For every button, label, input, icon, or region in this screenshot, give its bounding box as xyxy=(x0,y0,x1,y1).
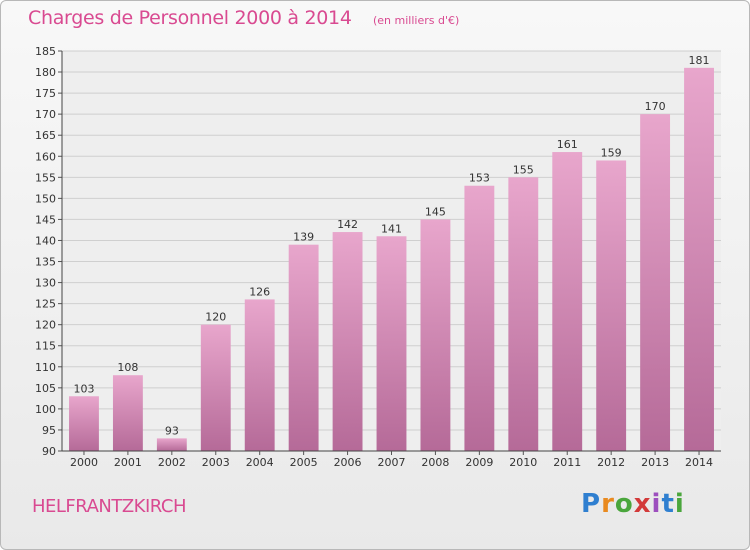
chart-subtitle: (en milliers d'€) xyxy=(373,14,460,27)
commune-name: HELFRANTZKIRCH xyxy=(32,496,187,517)
x-tick-label: 2002 xyxy=(158,456,186,469)
bar[interactable] xyxy=(112,375,143,451)
bar-value-label: 103 xyxy=(73,382,94,395)
bar[interactable] xyxy=(244,299,275,451)
y-tick-label: 125 xyxy=(35,298,56,311)
bar[interactable] xyxy=(332,232,363,451)
y-tick-label: 135 xyxy=(35,256,56,269)
x-tick-label: 2012 xyxy=(597,456,625,469)
bar-value-label: 139 xyxy=(293,231,314,244)
logo-letter: r xyxy=(601,489,615,519)
y-tick-label: 185 xyxy=(35,45,56,58)
bar[interactable] xyxy=(640,114,671,451)
logo-letter: i xyxy=(674,489,685,519)
bar-value-label: 126 xyxy=(249,285,270,298)
bar[interactable] xyxy=(420,219,451,451)
x-tick-label: 2004 xyxy=(246,456,274,469)
bar[interactable] xyxy=(508,177,539,451)
x-tick-label: 2008 xyxy=(421,456,449,469)
x-tick-label: 2005 xyxy=(290,456,318,469)
bar[interactable] xyxy=(156,438,187,451)
bar-value-label: 93 xyxy=(165,424,179,437)
y-tick-label: 140 xyxy=(35,234,56,247)
logo-letter: i xyxy=(651,489,662,519)
x-tick-label: 2001 xyxy=(114,456,142,469)
logo-letter: o xyxy=(614,489,634,519)
x-tick-label: 2009 xyxy=(465,456,493,469)
bar-value-label: 155 xyxy=(513,163,534,176)
x-tick-label: 2010 xyxy=(509,456,537,469)
bar-value-label: 153 xyxy=(469,172,490,185)
y-tick-label: 155 xyxy=(35,171,56,184)
logo-letter: x xyxy=(633,489,652,519)
logo-letter: t xyxy=(661,489,675,519)
bar[interactable] xyxy=(552,152,583,452)
bar[interactable] xyxy=(464,185,495,451)
x-tick-label: 2013 xyxy=(641,456,669,469)
y-tick-label: 120 xyxy=(35,319,56,332)
y-tick-label: 175 xyxy=(35,87,56,100)
bar[interactable] xyxy=(200,324,231,451)
x-tick-label: 2007 xyxy=(378,456,406,469)
x-tick-label: 2011 xyxy=(553,456,581,469)
bar-value-label: 108 xyxy=(117,361,138,374)
y-tick-label: 90 xyxy=(42,445,56,458)
bar-value-label: 161 xyxy=(557,138,578,151)
y-tick-label: 150 xyxy=(35,192,56,205)
bar-value-label: 170 xyxy=(645,100,666,113)
chart-title: Charges de Personnel 2000 à 2014 xyxy=(28,7,352,29)
y-tick-label: 100 xyxy=(35,403,56,416)
bar-value-label: 120 xyxy=(205,311,226,324)
bar[interactable] xyxy=(376,236,407,451)
bar[interactable] xyxy=(596,160,627,451)
y-tick-label: 115 xyxy=(35,340,56,353)
x-tick-label: 2000 xyxy=(70,456,98,469)
y-tick-label: 105 xyxy=(35,382,56,395)
bar-value-label: 142 xyxy=(337,218,358,231)
x-tick-label: 2006 xyxy=(334,456,362,469)
y-tick-label: 170 xyxy=(35,108,56,121)
y-tick-label: 165 xyxy=(35,129,56,142)
y-tick-label: 145 xyxy=(35,213,56,226)
y-tick-label: 95 xyxy=(42,424,56,437)
bar-value-label: 159 xyxy=(601,146,622,159)
bar-value-label: 181 xyxy=(689,54,710,67)
proxiti-logo[interactable]: Proxiti xyxy=(581,489,685,519)
x-tick-label: 2003 xyxy=(202,456,230,469)
bar-value-label: 141 xyxy=(381,222,402,235)
y-tick-label: 130 xyxy=(35,277,56,290)
bar[interactable] xyxy=(684,67,714,451)
x-tick-label: 2014 xyxy=(685,456,713,469)
logo-letter: P xyxy=(581,489,602,519)
bar-value-label: 145 xyxy=(425,205,446,218)
bar[interactable] xyxy=(288,244,319,451)
y-tick-label: 110 xyxy=(35,361,56,374)
y-tick-label: 180 xyxy=(35,66,56,79)
y-tick-label: 160 xyxy=(35,150,56,163)
bar[interactable] xyxy=(69,396,99,451)
